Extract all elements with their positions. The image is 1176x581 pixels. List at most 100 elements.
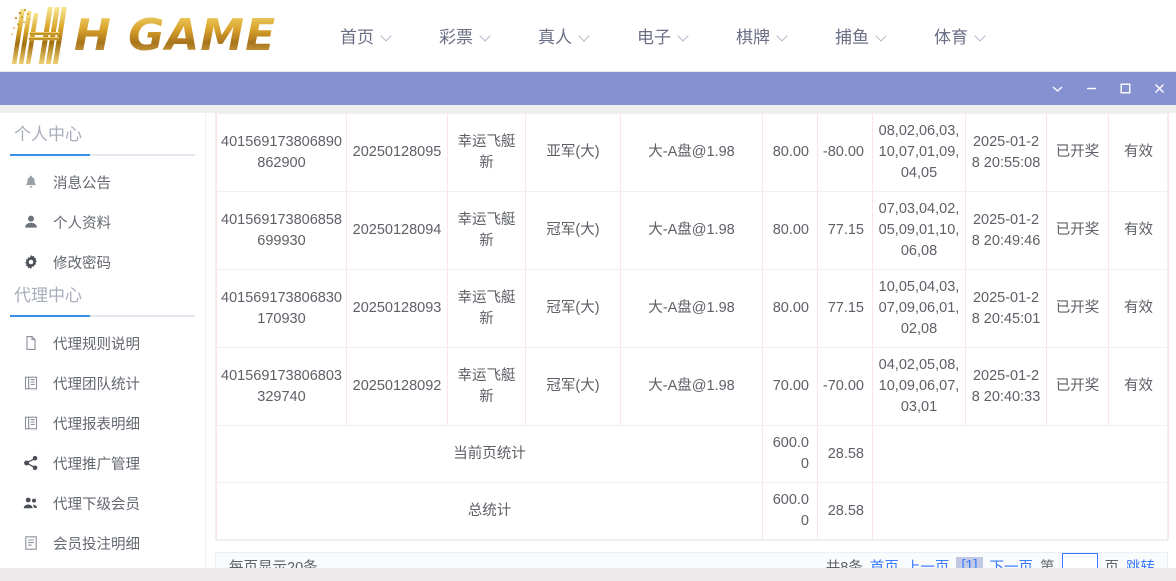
summary-blank	[872, 425, 1169, 483]
cell-odds: 大-A盘@1.98	[620, 269, 763, 348]
cell-order-no: 401569173806803329740	[216, 347, 347, 426]
nav-label: 棋牌	[736, 28, 770, 47]
site-logo[interactable]: H GAME	[0, 0, 285, 72]
sidebar-item-member-bets[interactable]: 会员投注明细	[0, 523, 205, 563]
sidebar-item-label: 代理团队统计	[53, 376, 140, 393]
cell-issue: 20250128094	[346, 191, 448, 270]
cell-profit: 77.15	[817, 191, 873, 270]
cell-odds: 大-A盘@1.98	[620, 347, 763, 426]
nav-label: 电子	[637, 28, 671, 47]
table-row[interactable]: 401569173806858699930 20250128094 幸运飞艇新 …	[216, 191, 1169, 270]
site-header: H GAME 首页 彩票 真人 电子 棋牌	[0, 0, 1176, 72]
cell-status: 已开奖	[1046, 347, 1109, 426]
table-summary-row-current-page: 当前页统计 600.00 28.58	[216, 425, 1169, 483]
sidebar-item-team-stats[interactable]: 代理团队统计	[0, 363, 205, 403]
page-body: 个人中心 消息公告 个人资料 修改密码 代理中心	[0, 113, 1176, 580]
nav-label: 体育	[934, 28, 968, 47]
cell-amount: 80.00	[762, 269, 818, 348]
cell-order-no: 401569173806830170930	[216, 269, 347, 348]
chevron-down-icon	[481, 32, 492, 39]
summary-label: 总统计	[216, 482, 763, 540]
cell-result: 08,02,06,03,10,07,01,09,04,05	[872, 113, 966, 192]
cell-issue: 20250128095	[346, 113, 448, 192]
sidebar-divider	[10, 154, 195, 156]
share-icon	[22, 455, 39, 472]
nav-item-lottery[interactable]: 彩票	[416, 0, 515, 72]
cell-issue: 20250128093	[346, 269, 448, 348]
table-row[interactable]: 401569173806890862900 20250128095 幸运飞艇新 …	[216, 113, 1169, 192]
minimize-button[interactable]	[1074, 72, 1108, 105]
cell-status: 已开奖	[1046, 191, 1109, 270]
cell-amount: 80.00	[762, 191, 818, 270]
nav-label: 彩票	[439, 28, 473, 47]
cell-game: 幸运飞艇新	[447, 113, 526, 192]
chevron-down-icon	[976, 32, 987, 39]
document-icon	[22, 335, 39, 352]
summary-profit: 28.58	[817, 482, 873, 540]
bell-icon	[22, 174, 39, 191]
cell-order-no: 401569173806890862900	[216, 113, 347, 192]
sidebar-item-label: 个人资料	[53, 215, 111, 232]
nav-item-slots[interactable]: 电子	[614, 0, 713, 72]
sidebar-section-agent-title: 代理中心	[14, 286, 82, 305]
nav-item-fishing[interactable]: 捕鱼	[812, 0, 911, 72]
sidebar-item-label: 代理推广管理	[53, 456, 140, 473]
gear-icon	[22, 254, 39, 271]
nav-item-chess[interactable]: 棋牌	[713, 0, 812, 72]
sidebar-item-profile[interactable]: 个人资料	[0, 202, 205, 242]
sidebar-item-promotion[interactable]: 代理推广管理	[0, 443, 205, 483]
cell-game: 幸运飞艇新	[447, 269, 526, 348]
sidebar-item-agent-rules[interactable]: 代理规则说明	[0, 323, 205, 363]
users-icon	[22, 495, 39, 512]
bet-records-table: 401569173806890862900 20250128095 幸运飞艇新 …	[216, 113, 1169, 540]
sidebar-item-label: 代理报表明细	[53, 416, 140, 433]
cell-time: 2025-01-28 20:55:08	[965, 113, 1047, 192]
sidebar-item-label: 代理规则说明	[53, 336, 140, 353]
cell-time: 2025-01-28 20:45:01	[965, 269, 1047, 348]
cell-game: 幸运飞艇新	[447, 191, 526, 270]
sidebar-item-agent-report[interactable]: 代理报表明细	[0, 403, 205, 443]
cell-odds: 大-A盘@1.98	[620, 191, 763, 270]
sidebar-item-label: 消息公告	[53, 175, 111, 192]
table-summary-row-total: 总统计 600.00 28.58	[216, 482, 1169, 540]
cell-time: 2025-01-28 20:49:46	[965, 191, 1047, 270]
chevron-down-icon	[778, 32, 789, 39]
sidebar-item-messages[interactable]: 消息公告	[0, 162, 205, 202]
nav-item-home[interactable]: 首页	[317, 0, 416, 72]
table-row[interactable]: 401569173806803329740 20250128092 幸运飞艇新 …	[216, 347, 1169, 426]
striped-h-emblem-icon	[11, 6, 67, 64]
cell-validity: 有效	[1108, 347, 1169, 426]
cell-play: 冠军(大)	[525, 347, 621, 426]
cell-play: 冠军(大)	[525, 191, 621, 270]
chevron-down-icon	[580, 32, 591, 39]
sidebar-item-sub-members[interactable]: 代理下级会员	[0, 483, 205, 523]
cell-order-no: 401569173806858699930	[216, 191, 347, 270]
sidebar-item-label: 代理下级会员	[53, 496, 140, 513]
sidebar-item-label: 修改密码	[53, 255, 111, 272]
cell-result: 10,05,04,03,07,09,06,01,02,08	[872, 269, 966, 348]
cell-time: 2025-01-28 20:40:33	[965, 347, 1047, 426]
nav-item-sports[interactable]: 体育	[911, 0, 1010, 72]
nav-label: 首页	[340, 28, 374, 47]
cell-amount: 70.00	[762, 347, 818, 426]
sidebar-divider	[10, 315, 195, 317]
close-button[interactable]	[1142, 72, 1176, 105]
nav-label: 捕鱼	[835, 28, 869, 47]
main-nav: 首页 彩票 真人 电子 棋牌 捕鱼	[317, 0, 1010, 72]
collapse-button[interactable]	[1040, 72, 1074, 105]
bottom-strip	[0, 568, 1176, 581]
maximize-button[interactable]	[1108, 72, 1142, 105]
logo-text: H GAME	[74, 8, 276, 64]
summary-label: 当前页统计	[216, 425, 763, 483]
summary-profit: 28.58	[817, 425, 873, 483]
chevron-down-icon	[679, 32, 690, 39]
nav-item-live[interactable]: 真人	[515, 0, 614, 72]
sidebar-section-personal-title: 个人中心	[14, 125, 82, 144]
cell-validity: 有效	[1108, 269, 1169, 348]
table-row[interactable]: 401569173806830170930 20250128093 幸运飞艇新 …	[216, 269, 1169, 348]
sidebar: 个人中心 消息公告 个人资料 修改密码 代理中心	[0, 113, 206, 568]
cell-play: 亚军(大)	[525, 113, 621, 192]
sidebar-item-change-password[interactable]: 修改密码	[0, 242, 205, 282]
sidebar-item-label: 会员投注明细	[53, 536, 140, 553]
